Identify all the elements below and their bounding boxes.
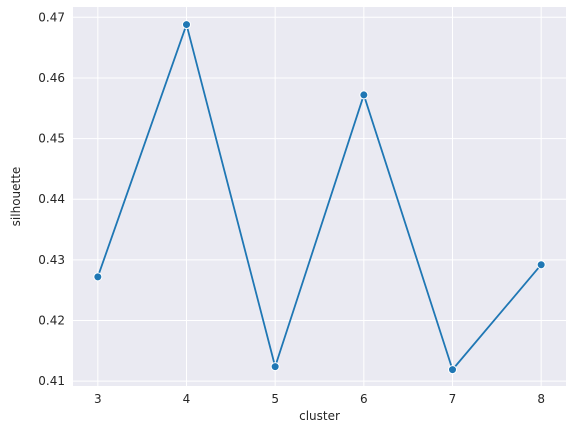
x-axis-label: cluster <box>299 409 340 423</box>
data-point <box>448 365 458 375</box>
y-tick-label: 0.43 <box>38 253 65 267</box>
y-tick-label: 0.45 <box>38 132 65 146</box>
y-tick-label: 0.44 <box>38 192 65 206</box>
data-point <box>270 362 280 372</box>
x-tick-label: 4 <box>183 392 191 406</box>
data-point <box>536 260 546 270</box>
y-tick-label: 0.47 <box>38 10 65 24</box>
y-axis-label: silhouette <box>9 167 23 227</box>
y-tick-label: 0.46 <box>38 71 65 85</box>
data-point <box>93 272 103 282</box>
data-point <box>359 90 369 100</box>
x-tick-labels: 3 4 5 6 7 8 <box>94 392 545 406</box>
y-tick-label: 0.41 <box>38 374 65 388</box>
series-layer <box>93 20 546 375</box>
y-tick-label: 0.42 <box>38 314 65 328</box>
y-tick-labels: 0.41 0.42 0.43 0.44 0.45 0.46 0.47 <box>38 10 65 388</box>
plot-area <box>73 7 566 386</box>
x-tick-label: 5 <box>271 392 279 406</box>
x-tick-label: 3 <box>94 392 102 406</box>
x-tick-label: 8 <box>537 392 545 406</box>
x-tick-label: 6 <box>360 392 368 406</box>
x-tick-label: 7 <box>449 392 457 406</box>
grid-lines <box>73 7 566 386</box>
series-line <box>96 23 542 371</box>
data-point <box>181 20 191 30</box>
